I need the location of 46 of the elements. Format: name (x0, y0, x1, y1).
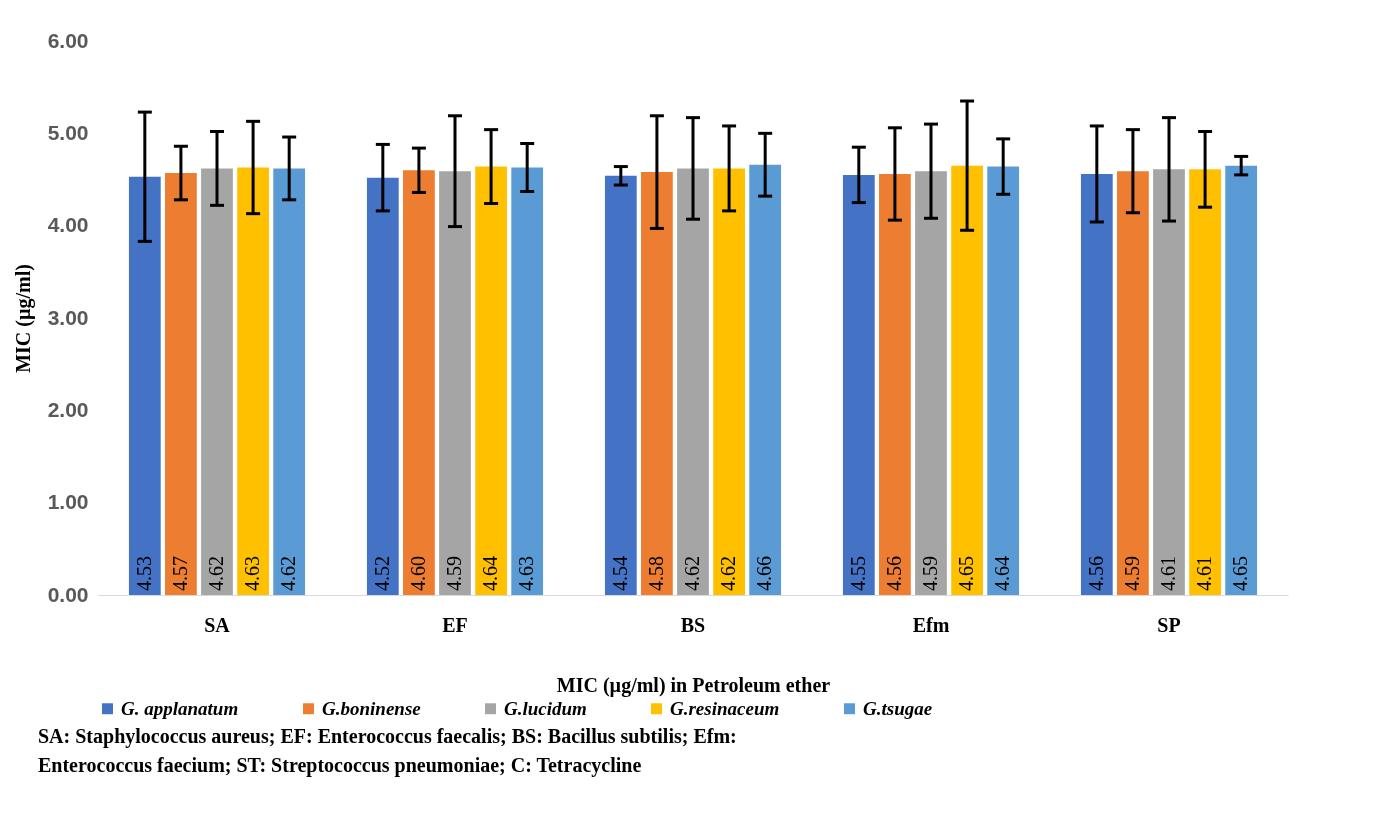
data-label: 4.64 (479, 556, 502, 591)
data-label: 4.56 (1084, 556, 1107, 591)
data-label: 4.59 (443, 556, 465, 591)
data-label: 4.66 (753, 556, 776, 591)
y-tick-label: 5.00 (47, 120, 89, 144)
legend-label: G. applanatum (121, 697, 239, 719)
data-label: 4.62 (277, 556, 300, 591)
data-label: 4.65 (955, 556, 978, 591)
text: Enterococcus faecium; ST: Streptococcus pneumoniae; C: Tetracycline (38, 754, 643, 777)
data-label: 4.61 (1193, 556, 1216, 591)
y-tick-label: 4.00 (47, 213, 89, 237)
data-label: 4.54 (608, 556, 631, 591)
x-tick-label: BS (680, 613, 706, 636)
y-tick-label: 6.00 (47, 28, 89, 52)
data-label: 4.61 (1157, 556, 1179, 591)
legend-label: G.resinaceum (670, 697, 780, 719)
y-axis-title: MIC (µg/ml) (11, 264, 35, 373)
data-label: 4.64 (991, 556, 1014, 591)
data-label: 4.56 (882, 556, 905, 591)
data-label: 4.55 (846, 556, 869, 591)
data-label: 4.57 (168, 556, 191, 591)
x-tick-label: Efm (912, 613, 950, 636)
data-label: 4.58 (644, 556, 667, 591)
data-label: 4.63 (515, 556, 538, 591)
data-label: 4.60 (406, 556, 429, 591)
x-tick-label: SP (1157, 613, 1181, 636)
legend-label: G.tsugae (863, 697, 933, 719)
y-tick-label: 0.00 (47, 582, 89, 606)
x-axis-title: MIC (µg/ml) in Petroleum ether (556, 673, 831, 697)
legend-label: G.boninense (322, 697, 422, 719)
data-label: 4.62 (717, 556, 740, 591)
y-tick-label: 1.00 (47, 490, 89, 514)
y-tick-label: 3.00 (47, 305, 89, 329)
data-label: 4.63 (241, 556, 264, 591)
data-label: 4.62 (681, 556, 703, 591)
legend-label: G.lucidum (504, 697, 587, 719)
data-label: 4.52 (370, 556, 393, 591)
data-label: 4.62 (205, 556, 227, 591)
x-tick-label: SA (204, 613, 231, 636)
data-label: 4.65 (1229, 556, 1252, 591)
data-label: 4.59 (919, 556, 941, 591)
x-tick-label: EF (442, 613, 468, 636)
data-label: 4.59 (1120, 556, 1143, 591)
y-tick-label: 2.00 (47, 397, 89, 421)
data-label: 4.53 (132, 556, 155, 591)
text: SA: Staphylococcus aureus; EF: Enterococcus faecalis; BS: Bacillus subtilis; Efm: (38, 725, 738, 748)
